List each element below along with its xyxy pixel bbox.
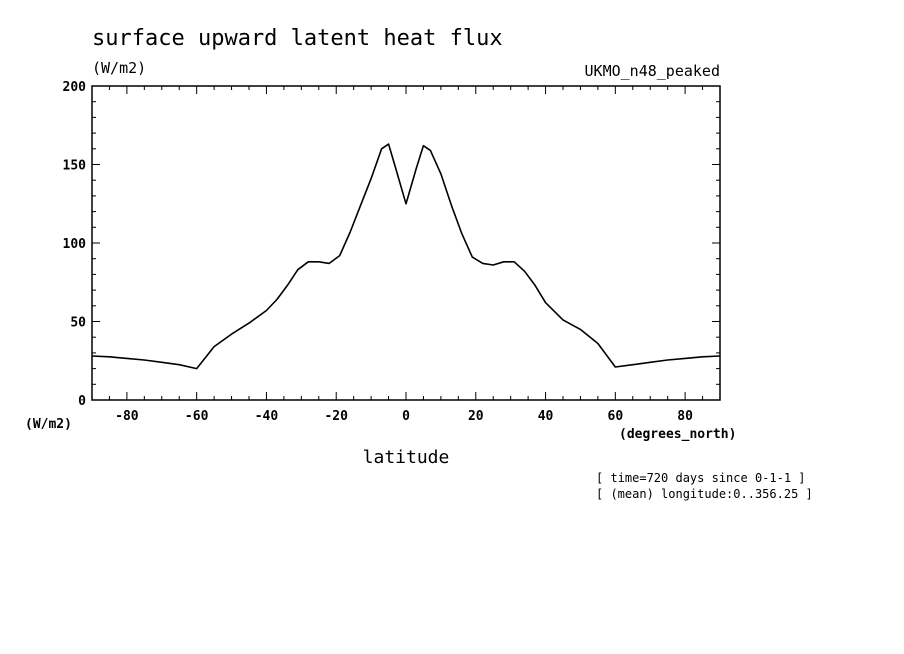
tick-group	[91, 85, 721, 401]
plot-frame	[91, 85, 721, 401]
model-label: UKMO_n48_peaked	[585, 62, 720, 80]
series-line	[91, 143, 721, 370]
x-tick-label: 40	[538, 409, 554, 424]
x-tick-label: 0	[402, 409, 410, 424]
y-tick-label: 200	[63, 80, 87, 95]
x-axis-label: latitude	[363, 447, 450, 468]
y-tick-label: 100	[63, 237, 87, 252]
x-units-label: (degrees_north)	[619, 427, 736, 442]
note-longitude: [ (mean) longitude:0..356.25 ]	[596, 487, 813, 501]
x-tick-label: -20	[324, 409, 348, 424]
y-units-label: (W/m2)	[25, 417, 72, 432]
x-tick-labels: -80 -60 -40 -20 0 20 40 60 80	[115, 409, 693, 424]
units-label: (W/m2)	[92, 59, 146, 77]
note-time: [ time=720 days since 0-1-1 ]	[596, 471, 806, 485]
y-tick-label: 0	[78, 394, 86, 409]
x-tick-label: 20	[468, 409, 484, 424]
y-tick-label: 150	[63, 159, 87, 174]
x-tick-label: -40	[255, 409, 279, 424]
x-tick-label: -80	[115, 409, 139, 424]
x-tick-label: -60	[185, 409, 209, 424]
x-tick-label: 80	[677, 409, 693, 424]
chart-title: surface upward latent heat flux	[92, 26, 503, 51]
y-tick-labels: 0 50 100 150 200	[63, 80, 87, 409]
x-tick-label: 60	[608, 409, 624, 424]
y-tick-label: 50	[70, 316, 86, 331]
